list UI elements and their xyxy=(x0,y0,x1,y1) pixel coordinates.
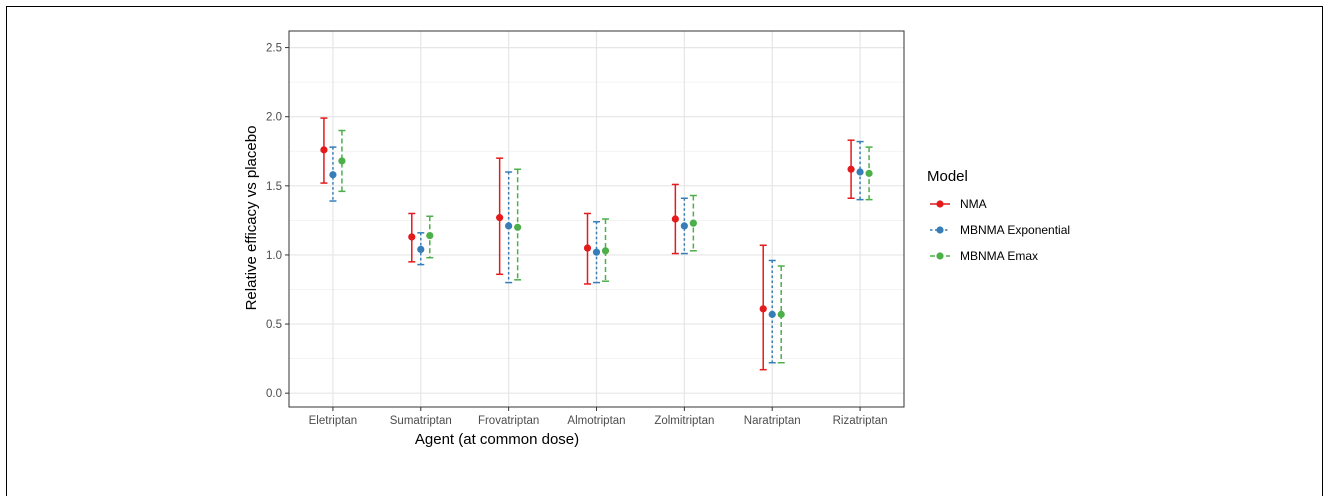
x-tick-label-almotriptan: Almotriptan xyxy=(567,415,625,427)
data-point xyxy=(408,233,416,241)
x-axis-title: Agent (at common dose) xyxy=(415,431,579,448)
data-point xyxy=(583,244,592,252)
plot-panel xyxy=(288,30,905,408)
y-axis: 0.0 0.5 1.0 1.5 2.0 2.5 xyxy=(266,43,289,400)
series-nma xyxy=(320,117,855,371)
legend-item-nma: NMA xyxy=(930,197,987,211)
data-point xyxy=(338,157,346,165)
data-point xyxy=(601,247,610,255)
y-tick-label: 2.0 xyxy=(266,112,282,124)
data-point xyxy=(689,219,697,227)
y-axis-title: Relative efficacy vs placebo xyxy=(243,126,260,311)
y-tick-label: 2.5 xyxy=(266,43,282,55)
y-tick-label: 1.5 xyxy=(266,181,282,193)
data-point xyxy=(856,168,864,176)
data-point xyxy=(777,310,785,318)
data-point xyxy=(847,165,855,173)
series-mbnma-exponential xyxy=(329,140,864,364)
legend-key-point xyxy=(936,252,944,260)
data-point xyxy=(417,245,425,254)
data-point xyxy=(496,214,504,222)
y-tick-label: 0.0 xyxy=(266,388,282,400)
data-point xyxy=(671,215,679,223)
data-point xyxy=(505,222,513,230)
series-mbnma-emax xyxy=(338,129,873,364)
y-tick-label: 0.5 xyxy=(266,319,282,331)
data-point xyxy=(320,146,328,154)
x-axis: Eletriptan Sumatriptan Frovatriptan Almotri… xyxy=(309,407,888,427)
x-tick-label-sumatriptan: Sumatriptan xyxy=(390,415,452,427)
data-point xyxy=(759,305,767,313)
legend-key-point xyxy=(936,200,944,208)
data-point xyxy=(865,169,873,177)
x-tick-label-frovatriptan: Frovatriptan xyxy=(478,415,539,427)
x-tick-label-eletriptan: Eletriptan xyxy=(309,415,358,427)
legend-item-mbnma-emax: MBNMA Emax xyxy=(930,249,1038,263)
legend: Model NMA MBNMA Exponential MBNMA Emax xyxy=(927,168,1070,263)
data-point xyxy=(329,171,337,179)
data-point xyxy=(768,310,776,318)
data-point xyxy=(592,248,601,256)
data-point xyxy=(426,231,434,240)
legend-key-point xyxy=(936,226,944,234)
data-marks xyxy=(320,117,873,371)
legend-item-mbnma-exponential: MBNMA Exponential xyxy=(930,223,1070,237)
data-point xyxy=(514,223,522,231)
x-tick-label-rizatriptan: Rizatriptan xyxy=(833,415,888,427)
x-tick-label-zolmitriptan: Zolmitriptan xyxy=(654,415,714,427)
figure-frame xyxy=(6,6,1323,496)
legend-label: MBNMA Exponential xyxy=(960,223,1070,237)
y-tick-label: 1.0 xyxy=(266,250,282,262)
data-point xyxy=(680,222,688,230)
x-tick-label-naratriptan: Naratriptan xyxy=(744,415,801,427)
legend-label: NMA xyxy=(960,197,987,211)
legend-title: Model xyxy=(927,168,968,185)
legend-label: MBNMA Emax xyxy=(960,249,1038,263)
